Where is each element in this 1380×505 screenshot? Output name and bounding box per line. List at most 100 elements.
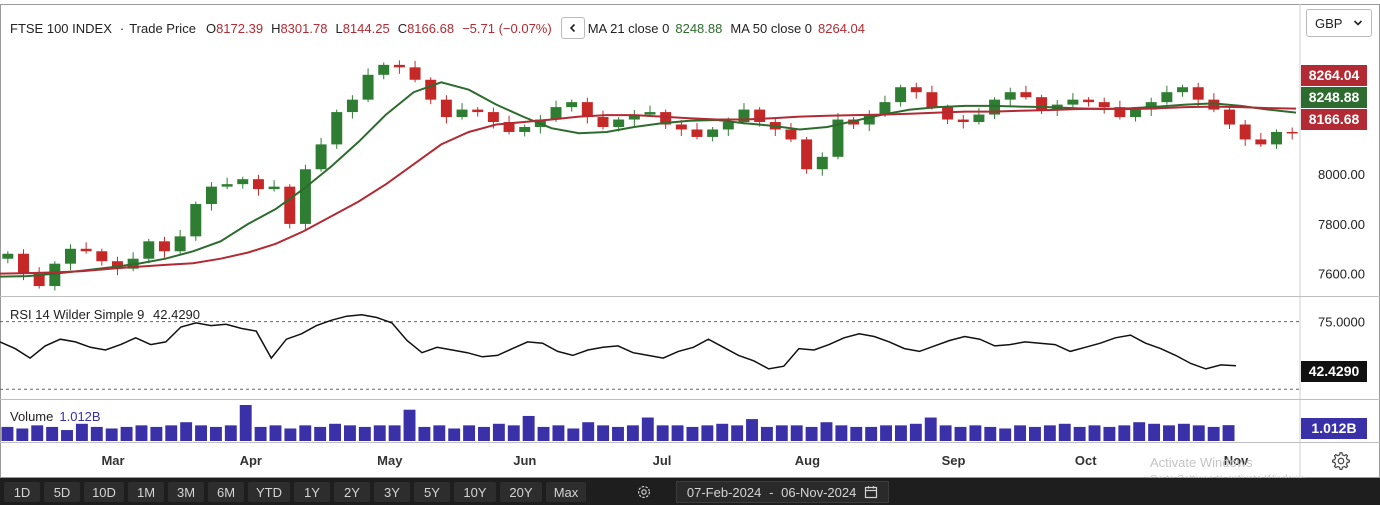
volume-bar bbox=[626, 425, 639, 441]
ma21-line bbox=[0, 81, 1297, 278]
volume-bar bbox=[299, 425, 312, 441]
candle bbox=[96, 248, 108, 266]
rsi-tag-box bbox=[1301, 361, 1367, 382]
volume-bar bbox=[731, 425, 744, 441]
candle bbox=[1161, 85, 1173, 105]
volume-bar bbox=[1118, 425, 1131, 441]
candle-body bbox=[315, 144, 327, 170]
candle-body bbox=[895, 87, 907, 103]
range-button-5d[interactable]: 5D bbox=[44, 482, 80, 502]
volume-bar bbox=[790, 425, 803, 441]
range-button-10y[interactable]: 10Y bbox=[454, 482, 496, 502]
candle-body bbox=[252, 179, 264, 190]
candle-body bbox=[581, 102, 593, 118]
volume-bar bbox=[165, 425, 178, 441]
volume-bar bbox=[433, 425, 446, 441]
candle-body bbox=[284, 186, 296, 224]
volume-bar bbox=[537, 426, 550, 441]
range-button-5y[interactable]: 5Y bbox=[414, 482, 450, 502]
candle-body bbox=[926, 92, 938, 108]
candle-body bbox=[33, 273, 45, 287]
volume-bar bbox=[969, 425, 982, 441]
range-button-ytd[interactable]: YTD bbox=[248, 482, 290, 502]
range-button-20y[interactable]: 20Y bbox=[500, 482, 542, 502]
volume-bar bbox=[195, 425, 207, 441]
price-tag: 8248.88 bbox=[1301, 87, 1367, 108]
volume-bar bbox=[448, 428, 461, 441]
volume-bar bbox=[939, 425, 952, 441]
volume-bar bbox=[1088, 425, 1101, 441]
candle bbox=[268, 180, 280, 192]
candle-body bbox=[18, 253, 29, 274]
volume-bar bbox=[760, 426, 773, 441]
volume-bar bbox=[894, 425, 907, 441]
candle-body bbox=[190, 204, 202, 237]
candle-body bbox=[785, 129, 797, 140]
volume-bar bbox=[1148, 423, 1161, 441]
moving-averages bbox=[0, 81, 1297, 278]
candle-body bbox=[989, 99, 1001, 115]
month-label: Apr bbox=[240, 453, 262, 468]
candle bbox=[1114, 100, 1126, 120]
candle bbox=[2, 251, 14, 264]
range-button-1m[interactable]: 1M bbox=[128, 482, 164, 502]
range-button-3m[interactable]: 3M bbox=[168, 482, 204, 502]
volume-bar bbox=[686, 426, 699, 441]
rsi-label: RSI 14 Wilder Simple 9 bbox=[10, 307, 145, 322]
volume-bar bbox=[492, 423, 505, 441]
volume-bar bbox=[567, 428, 580, 441]
candle-body bbox=[143, 241, 155, 259]
candle bbox=[519, 124, 531, 137]
volume-tag-label: 1.012B bbox=[1311, 420, 1356, 436]
candle bbox=[221, 177, 233, 190]
candle-body bbox=[754, 109, 766, 123]
candle-body bbox=[1286, 131, 1298, 134]
candle-body bbox=[96, 251, 108, 262]
ma21-label: MA 21 close 0 bbox=[587, 20, 670, 36]
volume-bar bbox=[835, 425, 848, 441]
candle bbox=[942, 104, 954, 125]
candle bbox=[895, 84, 907, 107]
candle bbox=[237, 176, 249, 189]
volume-bar bbox=[597, 425, 610, 441]
range-button-max[interactable]: Max bbox=[546, 482, 586, 502]
volume-bar bbox=[358, 426, 371, 441]
candle bbox=[581, 97, 593, 124]
volume-bar bbox=[1029, 426, 1041, 441]
range-button-10d[interactable]: 10D bbox=[84, 482, 124, 502]
volume-bar bbox=[701, 425, 714, 441]
candle-body bbox=[378, 64, 390, 75]
candle-body bbox=[628, 114, 640, 120]
range-button-2y[interactable]: 2Y bbox=[334, 482, 370, 502]
range-button-1d[interactable]: 1D bbox=[4, 482, 40, 502]
ma50-line bbox=[0, 105, 1297, 275]
rsi-value: 42.4290 bbox=[153, 307, 201, 322]
price-tick-label: 7800.00 bbox=[1318, 217, 1365, 232]
volume-bar bbox=[373, 425, 386, 441]
candle-body bbox=[111, 261, 123, 269]
candle bbox=[863, 110, 875, 131]
date-range-picker[interactable]: 07-Feb-2024 - 06-Nov-2024 bbox=[676, 481, 889, 503]
high-label: H bbox=[271, 20, 281, 36]
range-button-1y[interactable]: 1Y bbox=[294, 482, 330, 502]
candle bbox=[1083, 97, 1095, 107]
candle-body bbox=[472, 109, 484, 113]
range-button-6m[interactable]: 6M bbox=[208, 482, 244, 502]
candle-body bbox=[691, 129, 703, 137]
volume-bar bbox=[1207, 426, 1220, 441]
month-label: Nov bbox=[1224, 453, 1249, 468]
candle bbox=[49, 261, 61, 291]
candle bbox=[957, 115, 969, 129]
chart-settings-button[interactable] bbox=[1330, 450, 1352, 472]
range-button-3y[interactable]: 3Y bbox=[374, 482, 410, 502]
currency-select[interactable]: GBP bbox=[1306, 9, 1372, 37]
collapse-indicators-button[interactable] bbox=[560, 17, 585, 39]
volume-bar bbox=[478, 426, 490, 441]
candle bbox=[1255, 132, 1267, 147]
price-tag-box bbox=[1301, 65, 1367, 86]
candle-body bbox=[174, 236, 186, 252]
range-settings-button[interactable] bbox=[633, 482, 655, 502]
candle bbox=[675, 120, 687, 136]
volume-bar bbox=[671, 425, 684, 441]
